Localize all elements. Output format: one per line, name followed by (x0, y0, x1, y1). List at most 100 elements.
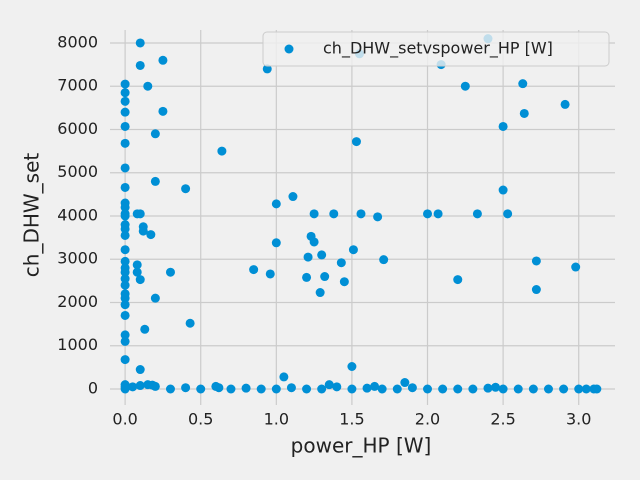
y-tick-label: 2000 (57, 292, 98, 311)
point (140, 324, 150, 334)
point (362, 383, 372, 393)
point (302, 384, 312, 394)
x-tick-label: 0.0 (112, 410, 137, 429)
point (181, 184, 191, 194)
y-tick-label: 0 (88, 378, 98, 397)
x-axis-label: power_HP [W] (291, 434, 432, 458)
point (120, 355, 130, 365)
point (265, 269, 275, 279)
legend-box (262, 31, 610, 67)
point (120, 274, 130, 284)
point (571, 262, 581, 272)
y-tick-label: 8000 (57, 32, 98, 51)
point (196, 384, 206, 394)
point (135, 275, 145, 285)
point (498, 185, 508, 195)
point (303, 252, 313, 262)
point (559, 384, 569, 394)
point (135, 381, 145, 391)
point (423, 384, 433, 394)
point (329, 209, 339, 219)
point (351, 137, 361, 147)
point (120, 230, 130, 240)
point (560, 99, 570, 109)
point (407, 383, 417, 393)
point (120, 182, 130, 192)
point (324, 380, 334, 390)
point (483, 383, 493, 393)
point (249, 265, 259, 275)
point (120, 121, 130, 131)
point (347, 362, 357, 372)
point (347, 384, 357, 394)
point (217, 146, 227, 156)
point (120, 96, 130, 106)
point (158, 55, 168, 65)
point (339, 277, 349, 287)
x-tick-label: 2.5 (490, 410, 515, 429)
point (336, 258, 346, 268)
point (132, 260, 142, 270)
point (498, 121, 508, 131)
point (120, 163, 130, 173)
point (150, 293, 160, 303)
point (135, 38, 145, 48)
point (185, 318, 195, 328)
point (400, 378, 410, 388)
point (519, 108, 529, 118)
point (332, 382, 342, 392)
point (262, 64, 272, 74)
point (120, 293, 130, 303)
point (392, 384, 402, 394)
x-tick-label: 1.5 (339, 410, 364, 429)
point (120, 280, 130, 290)
point (132, 267, 142, 277)
point (120, 330, 130, 340)
point (472, 209, 482, 219)
x-tick-label: 2.0 (415, 410, 440, 429)
point (256, 384, 266, 394)
point (147, 380, 157, 390)
legend-label: ch_DHW_setvspower_HP [W] (323, 39, 553, 59)
point (181, 383, 191, 393)
point (433, 209, 443, 219)
point (302, 272, 312, 282)
point (120, 202, 130, 212)
point (309, 237, 319, 247)
point (120, 211, 130, 221)
legend-marker (284, 44, 294, 54)
point (320, 272, 330, 282)
x-tick-label: 1.0 (264, 410, 289, 429)
point (543, 384, 553, 394)
point (491, 382, 501, 392)
point (150, 129, 160, 139)
point (135, 60, 145, 70)
point (286, 383, 296, 393)
point (214, 383, 224, 393)
x-tick-label: 0.5 (188, 410, 213, 429)
point (158, 106, 168, 116)
point (288, 192, 298, 202)
point (120, 88, 130, 98)
point (120, 336, 130, 346)
point (581, 384, 591, 394)
point (120, 224, 130, 234)
point (120, 384, 130, 394)
point (309, 209, 319, 219)
point (377, 384, 387, 394)
point (379, 255, 389, 265)
y-tick-label: 1000 (57, 335, 98, 354)
point (241, 383, 251, 393)
point (271, 199, 281, 209)
y-tick-label: 7000 (57, 76, 98, 95)
point (120, 256, 130, 266)
point (120, 79, 130, 89)
point (531, 285, 541, 295)
point (120, 267, 130, 277)
point (574, 384, 584, 394)
point (120, 107, 130, 117)
point (453, 384, 463, 394)
point (453, 275, 463, 285)
point (138, 226, 148, 236)
